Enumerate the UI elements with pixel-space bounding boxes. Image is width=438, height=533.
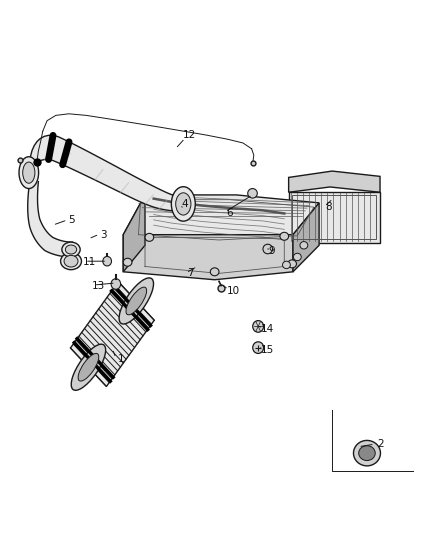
Ellipse shape — [210, 268, 219, 276]
Polygon shape — [123, 195, 145, 272]
Ellipse shape — [171, 187, 195, 221]
Text: 1: 1 — [118, 354, 124, 364]
Text: 10: 10 — [226, 286, 240, 296]
Ellipse shape — [253, 342, 264, 353]
Ellipse shape — [248, 189, 257, 198]
Ellipse shape — [23, 162, 35, 183]
Text: 3: 3 — [100, 230, 107, 240]
Text: 4: 4 — [182, 199, 188, 209]
Ellipse shape — [145, 233, 154, 241]
Ellipse shape — [123, 259, 132, 266]
Ellipse shape — [103, 256, 112, 266]
Ellipse shape — [64, 255, 78, 267]
Text: 9: 9 — [269, 246, 276, 256]
Bar — [292, 196, 376, 239]
Ellipse shape — [293, 253, 301, 261]
Ellipse shape — [300, 241, 308, 249]
Text: 6: 6 — [226, 208, 233, 219]
Ellipse shape — [280, 232, 289, 240]
Text: 2: 2 — [378, 439, 384, 449]
Polygon shape — [71, 282, 154, 386]
Ellipse shape — [288, 260, 297, 268]
Text: 15: 15 — [261, 345, 274, 355]
Ellipse shape — [126, 287, 147, 315]
Ellipse shape — [78, 353, 99, 381]
Text: 11: 11 — [83, 257, 96, 267]
Text: 14: 14 — [261, 324, 274, 334]
Ellipse shape — [60, 253, 81, 270]
Polygon shape — [289, 192, 380, 243]
Polygon shape — [123, 235, 293, 280]
Ellipse shape — [253, 320, 264, 332]
Polygon shape — [293, 203, 319, 272]
Ellipse shape — [62, 242, 80, 257]
Polygon shape — [30, 135, 182, 212]
Ellipse shape — [359, 446, 375, 461]
Ellipse shape — [263, 244, 272, 254]
Text: 12: 12 — [183, 130, 196, 140]
Text: 5: 5 — [69, 215, 75, 225]
Text: 7: 7 — [187, 269, 194, 278]
Ellipse shape — [71, 344, 106, 390]
Ellipse shape — [65, 245, 77, 254]
Text: 13: 13 — [92, 281, 105, 291]
Ellipse shape — [119, 278, 154, 324]
Ellipse shape — [19, 157, 39, 189]
Polygon shape — [28, 182, 72, 257]
Ellipse shape — [353, 440, 381, 466]
Polygon shape — [289, 171, 380, 192]
Text: 8: 8 — [325, 201, 332, 212]
Ellipse shape — [176, 193, 191, 215]
Ellipse shape — [283, 261, 290, 269]
Polygon shape — [123, 195, 319, 235]
Ellipse shape — [111, 279, 120, 289]
